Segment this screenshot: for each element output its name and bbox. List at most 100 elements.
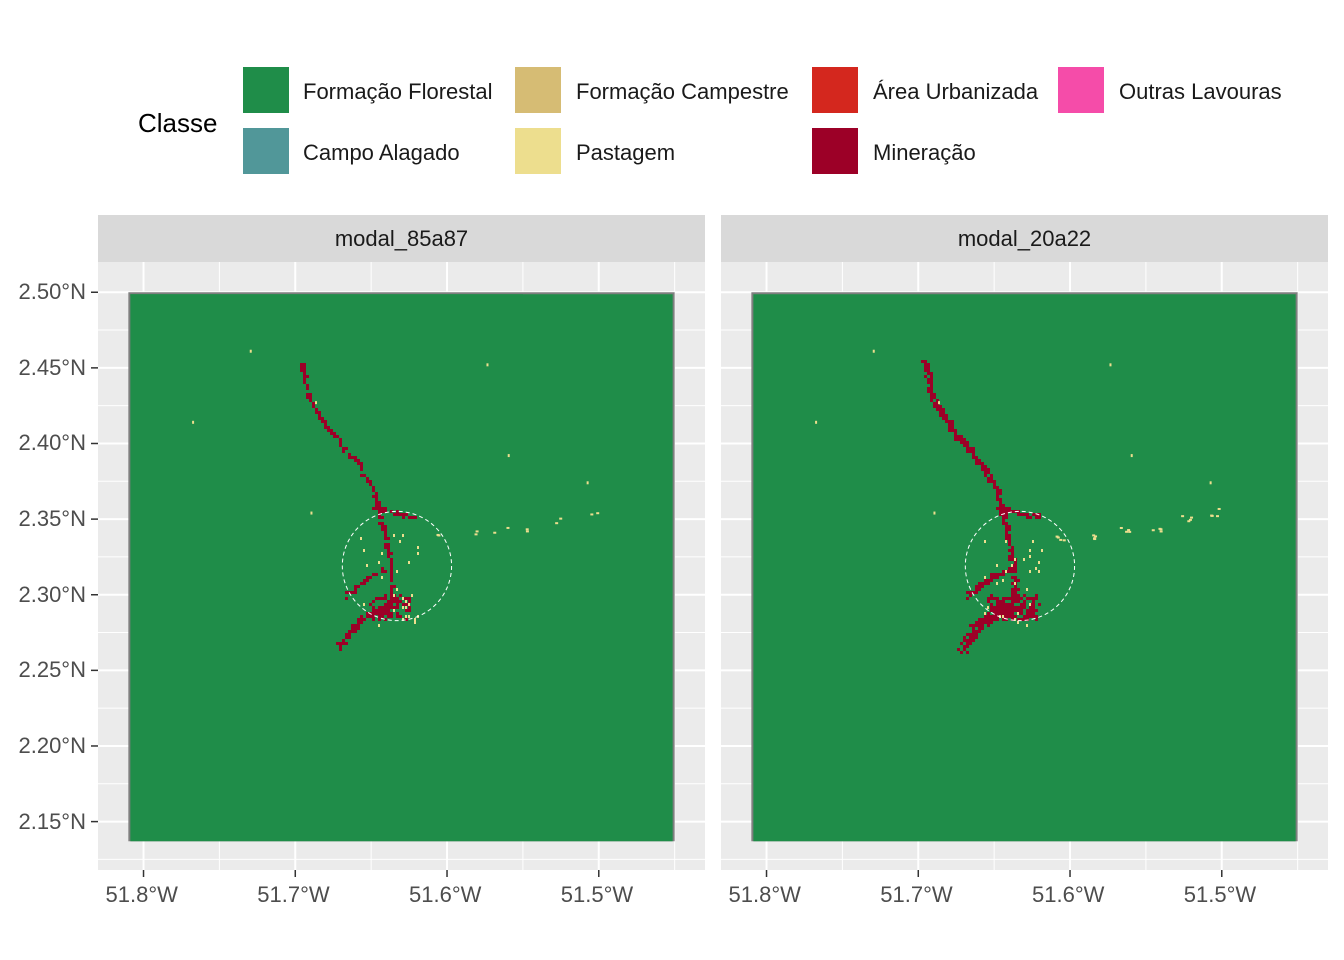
mining-pixel — [1023, 513, 1026, 516]
mining-pixel — [1011, 588, 1014, 591]
mining-pixel — [966, 645, 969, 648]
mining-pixel — [402, 513, 405, 516]
mining-pixel — [393, 606, 396, 609]
mining-pixel — [978, 621, 981, 624]
mining-pixel — [378, 606, 381, 609]
mining-pixel — [1005, 516, 1008, 519]
mining-pixel — [1017, 588, 1020, 591]
mining-pixel — [375, 492, 378, 495]
mining-pixel — [354, 591, 357, 594]
mining-pixel — [381, 507, 384, 510]
mining-pixel — [1008, 603, 1011, 606]
mining-pixel — [1002, 600, 1005, 603]
mining-pixel — [1017, 513, 1020, 516]
mining-pixel — [966, 633, 969, 636]
mining-pixel — [396, 612, 399, 615]
mining-pixel — [996, 492, 999, 495]
pasture-pixel — [1151, 529, 1155, 532]
mining-pixel — [363, 474, 366, 477]
mining-pixel — [1014, 588, 1017, 591]
mining-pixel — [345, 597, 348, 600]
mining-pixel — [348, 630, 351, 633]
pasture-pixel — [1005, 540, 1007, 543]
mining-pixel — [966, 444, 969, 447]
mining-pixel — [990, 618, 993, 621]
mining-pixel — [939, 414, 942, 417]
mining-pixel — [366, 576, 369, 579]
mining-pixel — [996, 486, 999, 489]
mining-pixel — [993, 618, 996, 621]
mining-pixel — [1017, 609, 1020, 612]
mining-pixel — [1032, 603, 1035, 606]
mining-pixel — [1011, 510, 1014, 513]
mining-pixel — [978, 627, 981, 630]
mining-pixel — [1011, 609, 1014, 612]
mining-pixel — [981, 462, 984, 465]
mining-pixel — [381, 612, 384, 615]
mining-pixel — [969, 594, 972, 597]
mining-pixel — [960, 435, 963, 438]
mining-pixel — [363, 618, 366, 621]
mining-pixel — [1023, 606, 1026, 609]
mining-pixel — [342, 639, 345, 642]
mining-pixel — [969, 636, 972, 639]
mining-pixel — [378, 513, 381, 516]
pasture-pixel — [596, 512, 600, 515]
mining-pixel — [375, 597, 378, 600]
mining-pixel — [324, 423, 327, 426]
mining-pixel — [951, 429, 954, 432]
mining-pixel — [966, 642, 969, 645]
mining-pixel — [1005, 513, 1008, 516]
mining-pixel — [405, 618, 408, 621]
mining-pixel — [990, 609, 993, 612]
mining-pixel — [312, 405, 315, 408]
mining-pixel — [1032, 615, 1035, 618]
mining-pixel — [936, 399, 939, 402]
mining-pixel — [354, 630, 357, 633]
mining-pixel — [978, 582, 981, 585]
mining-pixel — [975, 621, 978, 624]
pasture-pixel — [411, 594, 413, 597]
mining-pixel — [354, 627, 357, 630]
mining-pixel — [342, 450, 345, 453]
mining-pixel — [1008, 534, 1011, 537]
mining-pixel — [342, 447, 345, 450]
mining-pixel — [975, 588, 978, 591]
mining-pixel — [390, 594, 393, 597]
mining-pixel — [996, 609, 999, 612]
mining-pixel — [975, 630, 978, 633]
mining-pixel — [945, 420, 948, 423]
mining-pixel — [303, 363, 306, 366]
mining-pixel — [1005, 612, 1008, 615]
mining-pixel — [324, 420, 327, 423]
mining-pixel — [972, 627, 975, 630]
mining-pixel — [1020, 597, 1023, 600]
mining-pixel — [981, 618, 984, 621]
mining-pixel — [972, 633, 975, 636]
mining-pixel — [975, 456, 978, 459]
mining-pixel — [990, 579, 993, 582]
mining-pixel — [1002, 504, 1005, 507]
mining-pixel — [1017, 612, 1020, 615]
mining-pixel — [378, 507, 381, 510]
mining-pixel — [390, 561, 393, 564]
mining-pixel — [1026, 615, 1029, 618]
mining-pixel — [315, 411, 318, 414]
mining-pixel — [993, 597, 996, 600]
mining-pixel — [381, 609, 384, 612]
mining-pixel — [990, 603, 993, 606]
mining-pixel — [996, 603, 999, 606]
mining-pixel — [996, 609, 999, 612]
mining-pixel — [390, 579, 393, 582]
mining-pixel — [1002, 522, 1005, 525]
mining-pixel — [1011, 603, 1014, 606]
pasture-pixel — [815, 420, 818, 424]
mining-pixel — [357, 624, 360, 627]
mining-pixel — [924, 360, 927, 363]
mining-pixel — [327, 429, 330, 432]
mining-pixel — [330, 432, 333, 435]
mining-pixel — [381, 615, 384, 618]
pasture-pixel — [417, 615, 419, 618]
mining-pixel — [987, 600, 990, 603]
mining-pixel — [993, 483, 996, 486]
